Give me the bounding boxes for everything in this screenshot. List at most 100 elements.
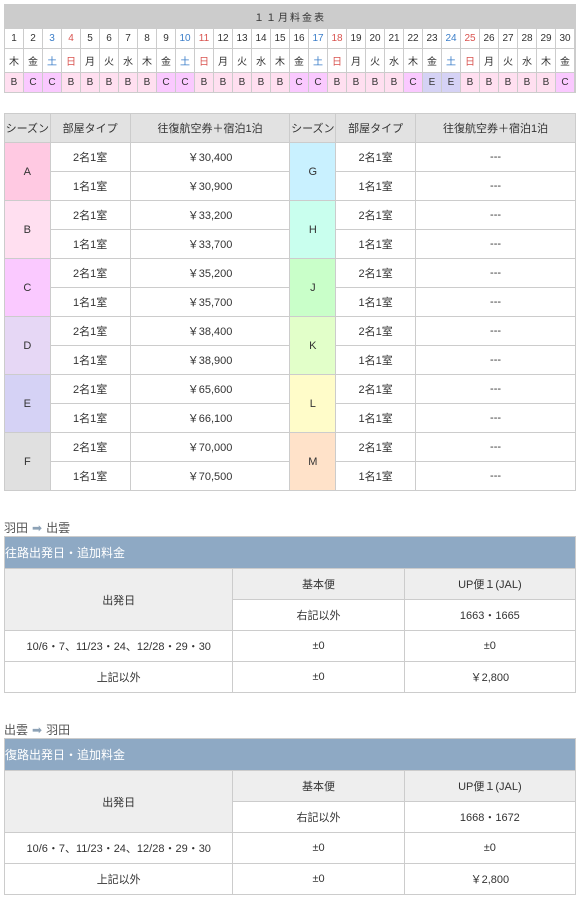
calendar-title: １１月料金表 bbox=[5, 5, 576, 29]
calendar-day: 28 bbox=[518, 29, 537, 49]
room-cell: 2名1室 bbox=[336, 317, 416, 346]
price-cell: ￥35,700 bbox=[130, 288, 290, 317]
surcharge-header-up: UP便１(JAL) bbox=[404, 569, 575, 600]
room-cell: 2名1室 bbox=[336, 143, 416, 172]
price-cell: ￥66,100 bbox=[130, 404, 290, 433]
price-cell: --- bbox=[416, 375, 576, 404]
calendar-day: 10 bbox=[176, 29, 195, 49]
room-cell: 1名1室 bbox=[50, 346, 130, 375]
room-cell: 1名1室 bbox=[336, 230, 416, 259]
calendar-dow: 木 bbox=[138, 49, 157, 73]
calendar-season: C bbox=[556, 73, 575, 93]
calendar-day: 27 bbox=[499, 29, 518, 49]
room-cell: 2名1室 bbox=[50, 375, 130, 404]
calendar-day: 9 bbox=[157, 29, 176, 49]
surcharge-table: 往路出発日・追加料金出発日基本便UP便１(JAL)右記以外1663・166510… bbox=[4, 536, 576, 693]
calendar-day: 6 bbox=[100, 29, 119, 49]
surcharge-date: 10/6・7、11/23・24、12/28・29・30 bbox=[5, 833, 233, 864]
calendar-empty bbox=[575, 73, 576, 93]
season-cell: K bbox=[290, 317, 336, 375]
room-cell: 2名1室 bbox=[336, 375, 416, 404]
arrow-icon: ➡ bbox=[32, 723, 42, 737]
calendar-dow: 日 bbox=[62, 49, 81, 73]
surcharge-up: ￥2,800 bbox=[404, 662, 575, 693]
calendar-dow: 土 bbox=[442, 49, 461, 73]
calendar-season: B bbox=[461, 73, 480, 93]
calendar-day: 15 bbox=[271, 29, 290, 49]
room-cell: 2名1室 bbox=[50, 259, 130, 288]
calendar-season: C bbox=[24, 73, 43, 93]
calendar-season: B bbox=[328, 73, 347, 93]
calendar-dow: 木 bbox=[537, 49, 556, 73]
surcharge-base: ±0 bbox=[233, 631, 404, 662]
calendar-season: C bbox=[43, 73, 62, 93]
price-header-price2: 往復航空券＋宿泊1泊 bbox=[416, 114, 576, 143]
price-cell: --- bbox=[416, 346, 576, 375]
price-cell: ￥30,400 bbox=[130, 143, 290, 172]
price-cell: ￥65,600 bbox=[130, 375, 290, 404]
calendar-day: 1 bbox=[5, 29, 24, 49]
season-cell: B bbox=[5, 201, 51, 259]
price-cell: --- bbox=[416, 143, 576, 172]
calendar-season: B bbox=[499, 73, 518, 93]
calendar-dow: 金 bbox=[556, 49, 575, 73]
calendar-table: １１月料金表 123456789101112131415161718192021… bbox=[4, 4, 576, 93]
calendar-day: 18 bbox=[328, 29, 347, 49]
price-header-season: シーズン bbox=[5, 114, 51, 143]
surcharge-base: ±0 bbox=[233, 833, 404, 864]
calendar-season: B bbox=[518, 73, 537, 93]
surcharge-header-dep: 出発日 bbox=[5, 771, 233, 833]
surcharge-title: 復路出発日・追加料金 bbox=[5, 739, 576, 771]
room-cell: 1名1室 bbox=[336, 288, 416, 317]
calendar-empty bbox=[575, 49, 576, 73]
surcharge-date: 上記以外 bbox=[5, 864, 233, 895]
calendar-season: E bbox=[423, 73, 442, 93]
season-cell: E bbox=[5, 375, 51, 433]
calendar-dow: 金 bbox=[24, 49, 43, 73]
surcharge-date: 10/6・7、11/23・24、12/28・29・30 bbox=[5, 631, 233, 662]
price-table: シーズン 部屋タイプ 往復航空券＋宿泊1泊 シーズン 部屋タイプ 往復航空券＋宿… bbox=[4, 113, 576, 491]
room-cell: 1名1室 bbox=[336, 404, 416, 433]
room-cell: 1名1室 bbox=[50, 404, 130, 433]
calendar-dow: 木 bbox=[271, 49, 290, 73]
calendar-season: B bbox=[252, 73, 271, 93]
room-cell: 2名1室 bbox=[50, 433, 130, 462]
calendar-dow: 日 bbox=[195, 49, 214, 73]
calendar-season: B bbox=[385, 73, 404, 93]
calendar-dow: 日 bbox=[461, 49, 480, 73]
calendar-day: 25 bbox=[461, 29, 480, 49]
calendar-dow: 水 bbox=[518, 49, 537, 73]
calendar-season: B bbox=[195, 73, 214, 93]
calendar-day: 12 bbox=[214, 29, 233, 49]
calendar-dow: 火 bbox=[499, 49, 518, 73]
calendar-dow: 木 bbox=[404, 49, 423, 73]
season-cell: D bbox=[5, 317, 51, 375]
calendar-season: C bbox=[176, 73, 195, 93]
calendar-season: B bbox=[537, 73, 556, 93]
price-cell: --- bbox=[416, 462, 576, 491]
calendar-day: 2 bbox=[24, 29, 43, 49]
room-cell: 2名1室 bbox=[50, 201, 130, 230]
room-cell: 1名1室 bbox=[50, 172, 130, 201]
price-cell: ￥70,500 bbox=[130, 462, 290, 491]
season-cell: F bbox=[5, 433, 51, 491]
calendar-day: 24 bbox=[442, 29, 461, 49]
calendar-season: B bbox=[214, 73, 233, 93]
calendar-day: 17 bbox=[309, 29, 328, 49]
calendar-season: B bbox=[81, 73, 100, 93]
calendar-day: 11 bbox=[195, 29, 214, 49]
calendar-day: 30 bbox=[556, 29, 575, 49]
calendar-dow: 水 bbox=[252, 49, 271, 73]
calendar-day: 14 bbox=[252, 29, 271, 49]
calendar-day: 23 bbox=[423, 29, 442, 49]
calendar-dow: 火 bbox=[233, 49, 252, 73]
price-cell: ￥38,900 bbox=[130, 346, 290, 375]
room-cell: 2名1室 bbox=[336, 201, 416, 230]
surcharge-upsub: 1668・1672 bbox=[404, 802, 575, 833]
season-cell: M bbox=[290, 433, 336, 491]
surcharge-basesub: 右記以外 bbox=[233, 600, 404, 631]
price-cell: ￥30,900 bbox=[130, 172, 290, 201]
calendar-season: C bbox=[157, 73, 176, 93]
calendar-dow: 月 bbox=[214, 49, 233, 73]
calendar-day: 16 bbox=[290, 29, 309, 49]
